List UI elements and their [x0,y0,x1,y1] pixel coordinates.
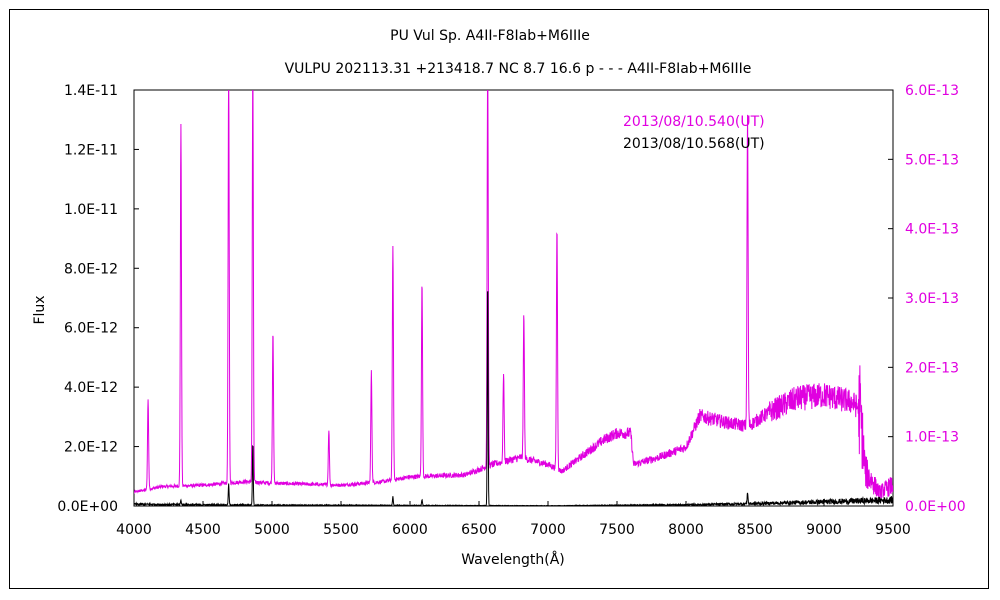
chart-title: PU Vul Sp. A4II-F8Iab+M6IIIe [390,28,590,44]
y-left-tick-label: 6.0E-12 [64,321,118,337]
x-tick-label: 7500 [599,522,635,538]
y-axis-right: 0.0E+00 1.0E-13 2.0E-13 3.0E-13 4.0E-13 5.0E-… [888,83,966,515]
y-left-tick-label: 4.0E-12 [64,380,118,396]
y-left-tick-label: 2.0E-12 [64,440,118,456]
chart-frame [9,9,989,589]
x-tick-label: 8000 [668,522,704,538]
y-right-tick-label: 1.0E-13 [905,430,959,446]
y-right-tick-label: 2.0E-13 [905,360,959,376]
y-left-tick-label: 0.0E+00 [57,499,118,515]
x-tick-label: 5500 [323,522,359,538]
x-tick-label: 5000 [254,522,290,538]
series-line-0568ut [134,291,893,506]
x-tick-label: 9000 [806,522,842,538]
y-left-tick-label: 8.0E-12 [64,261,118,277]
legend-entry: 2013/08/10.540(UT) [623,114,765,130]
x-tick-label: 6000 [392,522,428,538]
x-tick-label: 4500 [185,522,221,538]
x-axis-label: Wavelength(Å) [461,551,565,568]
x-tick-label: 8500 [737,522,773,538]
y-axis-label: Flux [32,295,48,324]
plot-area [133,89,894,507]
y-axis-left: 0.0E+00 2.0E-12 4.0E-12 6.0E-12 8.0E-12 1.0E-… [57,83,139,515]
x-tick-label: 6500 [461,522,497,538]
series-layer [134,90,893,506]
x-tick-label: 7000 [530,522,566,538]
y-right-tick-label: 4.0E-13 [905,222,959,238]
y-right-tick-label: 3.0E-13 [905,291,959,307]
y-left-tick-label: 1.4E-11 [64,83,118,99]
chart-subtitle: VULPU 202113.31 +213418.7 NC 8.7 16.6 p … [285,61,752,77]
y-right-tick-label: 6.0E-13 [905,83,959,99]
legend: 2013/08/10.540(UT) 2013/08/10.568(UT) [623,114,765,152]
y-right-tick-label: 0.0E+00 [905,499,966,515]
series-line-0540ut [134,90,893,499]
y-left-tick-label: 1.2E-11 [64,142,118,158]
x-axis: 4000 4500 5000 5500 6000 6500 7000 7500 8000 8500… [116,501,911,538]
y-left-tick-label: 1.0E-11 [64,202,118,218]
x-tick-label: 9500 [875,522,911,538]
y-right-tick-label: 5.0E-13 [905,152,959,168]
legend-entry: 2013/08/10.568(UT) [623,136,765,152]
x-tick-label: 4000 [116,522,152,538]
